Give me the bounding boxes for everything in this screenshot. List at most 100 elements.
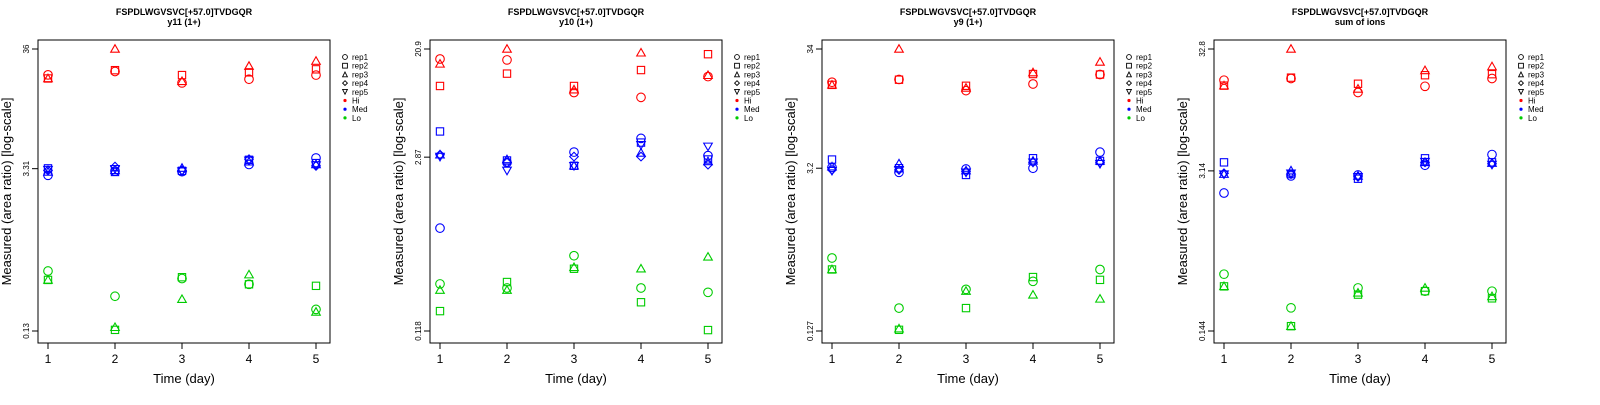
data-point-lo-rep1 <box>1028 276 1038 287</box>
data-point-med-rep3 <box>635 147 647 157</box>
data-point-lo-rep3 <box>310 306 322 316</box>
data-point-lo-rep3 <box>635 263 647 273</box>
data-point-med-rep5 <box>310 161 322 171</box>
legend-rep5-icon <box>733 88 741 96</box>
x-axis-title: Time (day) <box>545 371 607 386</box>
data-point-lo-rep3 <box>826 264 838 274</box>
y-tick-label: 32.8 <box>1198 41 1207 57</box>
data-point-med-rep5 <box>176 167 188 177</box>
data-point-lo-rep3 <box>243 269 255 279</box>
series-hi <box>434 43 714 103</box>
x-tick-label: 1 <box>45 352 52 366</box>
legend-hi-dot <box>1519 98 1523 103</box>
data-point-lo-rep3 <box>1218 280 1230 291</box>
legend-hi-dot <box>343 98 347 103</box>
data-point-lo-rep3 <box>109 321 121 332</box>
data-point-lo-rep1 <box>1286 302 1296 313</box>
legend-label: Med <box>1136 105 1152 114</box>
data-point-med-rep1 <box>435 223 445 233</box>
data-point-lo-rep3 <box>1094 293 1106 303</box>
data-point-med-rep3 <box>960 165 972 175</box>
data-point-hi-rep3 <box>1094 56 1106 66</box>
legend-label: rep1 <box>1528 53 1545 62</box>
data-point-med-rep5 <box>702 142 714 152</box>
data-point-lo-rep2 <box>435 306 445 316</box>
legend-rep5-icon <box>341 88 349 96</box>
data-point-hi-rep2 <box>244 68 254 77</box>
data-point-med-rep5 <box>1486 160 1498 170</box>
data-point-lo-rep1 <box>502 283 512 293</box>
legend-label: rep4 <box>744 79 761 88</box>
data-point-hi-rep3 <box>1285 43 1297 53</box>
data-point-hi-rep3 <box>243 60 255 70</box>
series-med <box>42 153 322 181</box>
data-point-hi-rep1 <box>502 55 512 65</box>
data-point-hi-rep3 <box>826 79 838 89</box>
data-point-med-rep5 <box>1352 173 1364 183</box>
data-point-lo-rep1 <box>1095 264 1105 275</box>
data-point-med-rep1 <box>1487 149 1497 160</box>
data-point-hi-rep1 <box>961 85 971 96</box>
legend-label: rep4 <box>1136 79 1153 88</box>
legend-rep3-icon <box>341 70 349 78</box>
data-point-med-rep5 <box>243 156 255 166</box>
data-point-hi-rep2 <box>569 81 579 91</box>
data-point-hi-rep3 <box>501 43 513 53</box>
legend-med-dot <box>735 107 739 111</box>
y-axis-title: Measured (area ratio) [log-scale] <box>1175 98 1190 286</box>
data-point-med-rep5 <box>501 166 513 176</box>
x-axis-title: Time (day) <box>153 371 215 386</box>
series-hi <box>1218 43 1498 98</box>
data-point-lo-rep2 <box>1095 275 1105 285</box>
data-point-hi-rep3 <box>893 43 905 53</box>
data-point-hi-rep1 <box>703 71 713 82</box>
data-point-med-rep1 <box>569 147 579 157</box>
x-tick-label: 4 <box>1030 352 1037 366</box>
data-point-hi-rep1 <box>43 69 53 80</box>
data-point-lo-rep1 <box>1219 269 1229 280</box>
data-point-med-rep2 <box>1219 158 1229 167</box>
chart-title: FSPDLWGVSVC[+57.0]TVDGQR <box>116 7 253 17</box>
data-point-lo-rep3 <box>568 261 580 272</box>
legend-med-dot <box>1127 107 1131 111</box>
legend-label: Lo <box>1528 114 1537 123</box>
data-point-hi-rep1 <box>311 70 321 80</box>
x-axis-title: Time (day) <box>1329 371 1391 386</box>
x-tick-label: 2 <box>896 352 903 366</box>
x-tick-label: 4 <box>638 352 645 366</box>
data-point-lo-rep3 <box>1486 291 1498 301</box>
y-tick-label: 0.127 <box>806 320 815 341</box>
plot-frame <box>821 39 1115 344</box>
plot-frame <box>37 39 331 344</box>
data-point-hi-rep2 <box>961 81 971 90</box>
legend-label: rep1 <box>744 53 761 62</box>
data-point-hi-rep3 <box>702 69 714 80</box>
data-point-lo-rep3 <box>893 323 905 333</box>
data-point-lo-rep2 <box>177 273 187 282</box>
legend-label: Med <box>1528 105 1544 114</box>
x-tick-label: 5 <box>313 352 320 366</box>
y-tick-label: 20.9 <box>414 41 423 57</box>
data-point-med-rep1 <box>894 167 904 178</box>
data-point-med-rep4 <box>702 159 714 170</box>
data-point-med-rep5 <box>1419 157 1431 168</box>
data-point-hi-rep2 <box>502 69 512 78</box>
data-point-lo-rep2 <box>311 281 321 291</box>
data-point-med-rep1 <box>636 133 646 144</box>
data-point-med-rep3 <box>434 149 446 159</box>
series-lo <box>434 250 714 335</box>
x-tick-label: 3 <box>1355 352 1362 366</box>
data-point-lo-rep1 <box>827 253 837 263</box>
data-point-hi-rep3 <box>176 75 188 86</box>
data-point-hi-rep2 <box>1353 79 1363 88</box>
data-point-lo-rep1 <box>894 303 904 313</box>
data-point-lo-rep1 <box>703 287 713 298</box>
legend-rep4-icon <box>733 80 741 87</box>
chart-subtitle: y9 (1+) <box>954 17 983 27</box>
data-point-lo-rep2 <box>636 298 646 307</box>
